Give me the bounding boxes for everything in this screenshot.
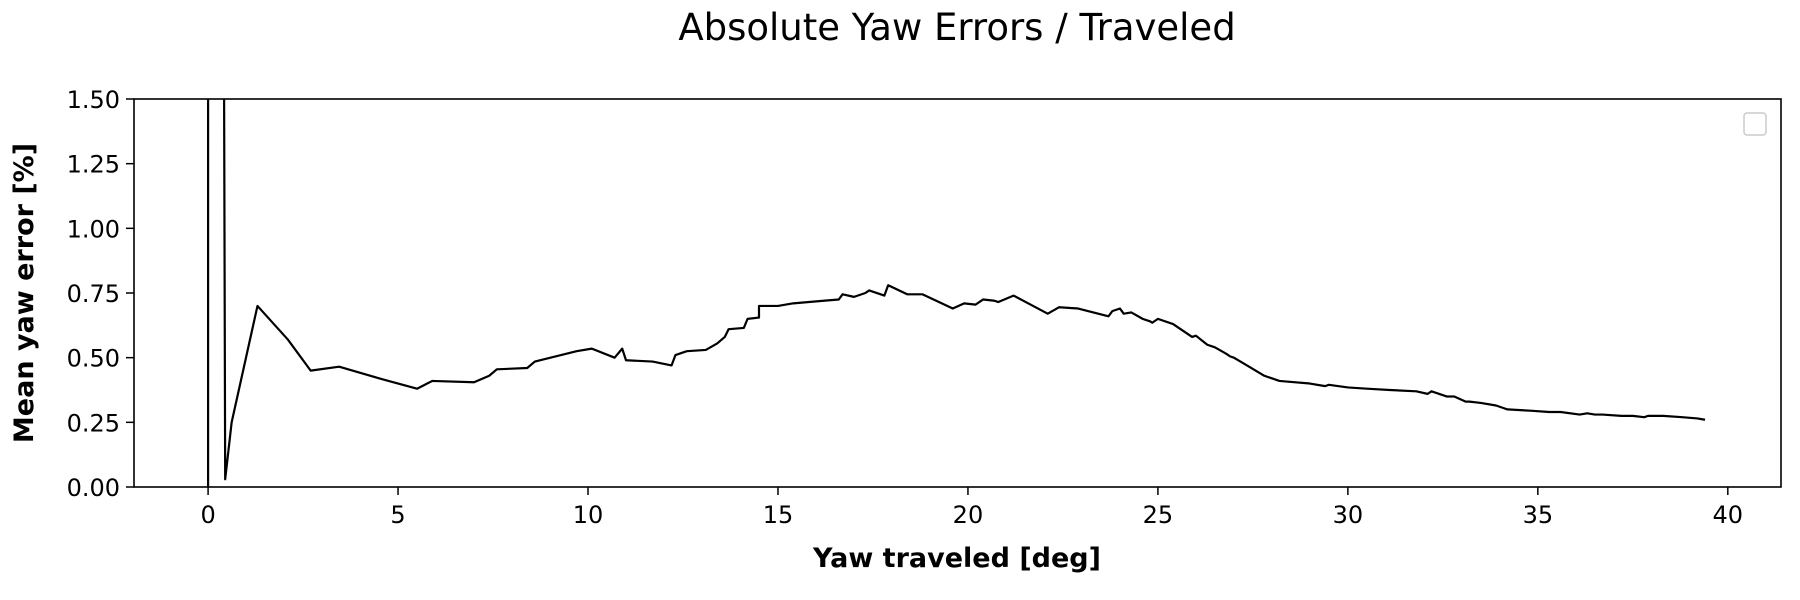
x-tick-label: 10 — [573, 501, 604, 529]
y-tick-label: 1.25 — [67, 151, 120, 179]
x-tick-label: 0 — [200, 501, 215, 529]
x-tick-label: 15 — [763, 501, 794, 529]
x-tick-label: 30 — [1333, 501, 1364, 529]
chart-title: Absolute Yaw Errors / Traveled — [678, 6, 1235, 49]
plot-frame — [133, 98, 1782, 488]
series-line-0 — [206, 99, 1706, 487]
y-tick-label: 1.50 — [67, 86, 120, 114]
y-tick-label: 0.00 — [67, 474, 120, 502]
legend-box — [1743, 112, 1767, 136]
x-tick-label: 40 — [1713, 501, 1744, 529]
x-tick-label: 25 — [1143, 501, 1174, 529]
x-axis-label: Yaw traveled [deg] — [812, 543, 1101, 574]
y-tick-label: 1.00 — [67, 215, 120, 243]
y-axis-label: Mean yaw error [%] — [9, 143, 40, 443]
x-tick-label: 5 — [390, 501, 405, 529]
y-tick-label: 0.50 — [67, 345, 120, 373]
y-tick-label: 0.25 — [67, 409, 120, 437]
y-tick-label: 0.75 — [67, 280, 120, 308]
x-tick-label: 35 — [1523, 501, 1554, 529]
x-tick-label: 20 — [953, 501, 984, 529]
